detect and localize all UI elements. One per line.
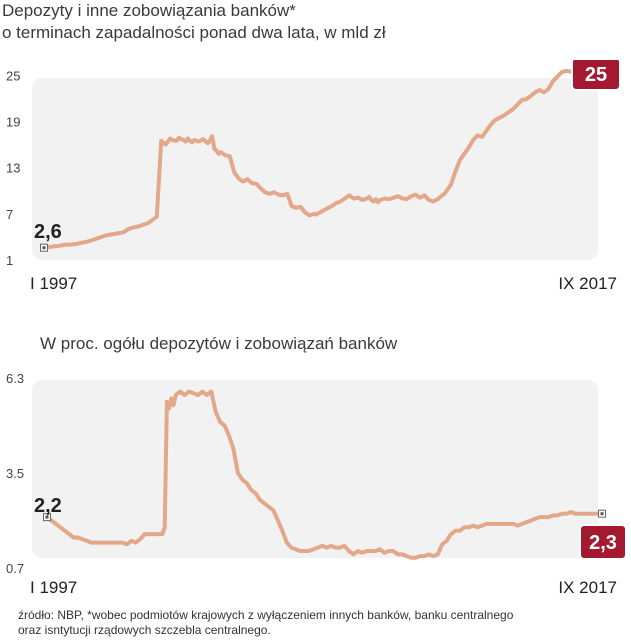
chart2-plot: 0.7 3.5 6.3 2,2 2,3 [6, 371, 627, 576]
chart1-start-marker-dot [42, 246, 46, 250]
chart1-y-tick-label: 19 [6, 115, 20, 130]
chart1-plot: 1 7 13 19 25 2,6 25 [6, 60, 621, 268]
chart2-start-marker-dot [45, 515, 49, 519]
chart2-title: W proc. ogółu depozytów i zobowiązań ban… [40, 334, 398, 353]
chart1-y-tick-label: 7 [6, 207, 13, 222]
source-note-line2: oraz isntytucji rządowych szczebla centr… [18, 623, 271, 637]
chart2-end-value-badge [579, 524, 627, 560]
chart2-y-tick-label: 0.7 [6, 561, 24, 576]
chart1-background [32, 78, 598, 260]
chart1-y-tick-label: 13 [6, 161, 20, 176]
chart1-y-tick-label: 1 [6, 253, 13, 268]
chart2-end-marker-dot [600, 512, 604, 516]
chart2-start-value-label: 2,2 [34, 495, 62, 517]
chart2-y-tick-label: 6.3 [6, 371, 24, 386]
chart1-x-end-label: IX 2017 [558, 274, 617, 293]
chart1-x-start-label: I 1997 [30, 274, 78, 293]
chart2-x-start-label: I 1997 [30, 578, 78, 597]
chart2-y-tick-label: 3.5 [6, 466, 24, 481]
chart2-end-value-label: 2,3 [589, 532, 617, 554]
chart1-end-value-badge [571, 60, 621, 91]
chart2-x-end-label: IX 2017 [558, 578, 617, 597]
chart1-y-tick-label: 25 [6, 68, 20, 83]
chart2-background [32, 380, 598, 558]
source-note-line1: źródło: NBP, *wobec podmiotów krajowych … [18, 608, 514, 622]
chart2-series-line [45, 389, 604, 560]
chart1-subtitle: o terminach zapadalności ponad dwa lata,… [2, 23, 386, 42]
chart1-title: Depozyty i inne zobowiązania banków* [2, 1, 296, 20]
chart1-series-line [42, 68, 599, 250]
chart1-start-value-label: 2,6 [34, 221, 62, 243]
chart1-end-value-label: 25 [585, 64, 607, 86]
